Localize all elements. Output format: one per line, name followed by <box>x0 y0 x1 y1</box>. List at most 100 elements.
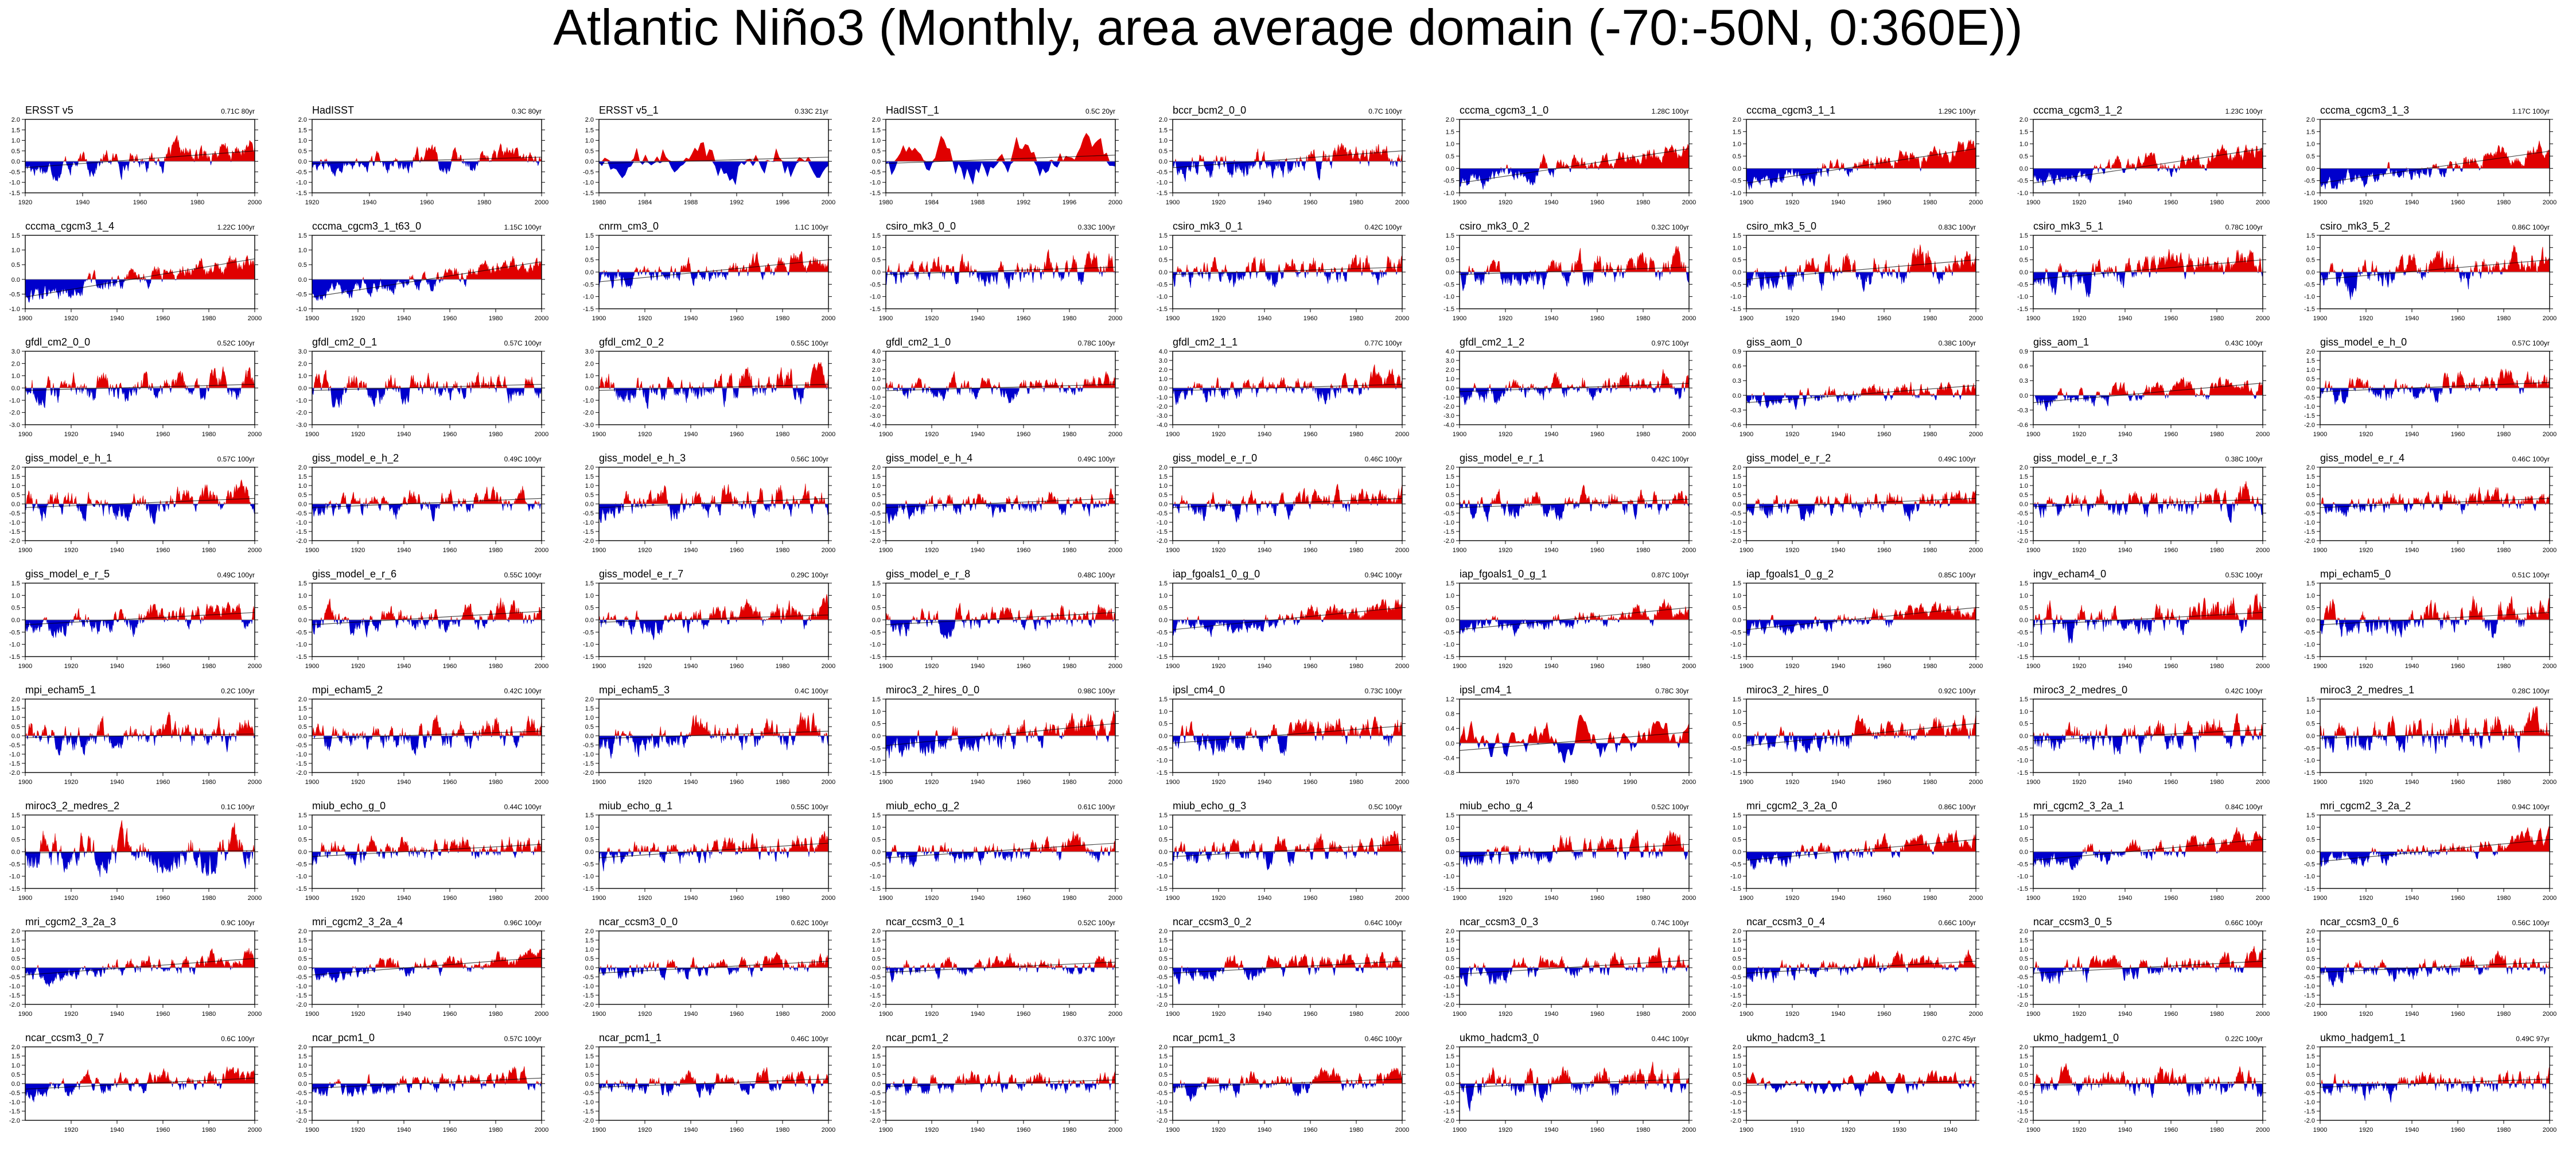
y-tick-label: 0.5 <box>298 492 307 499</box>
x-tick-label: 1992 <box>1017 199 1030 206</box>
y-tick-label: 1.0 <box>1159 376 1168 383</box>
trend-line <box>885 498 1116 508</box>
panel-title: ukmo_hadcm3_0 <box>1460 1032 1539 1044</box>
positive-anomaly-area <box>598 594 829 621</box>
panel-title: HadISST <box>312 104 354 116</box>
y-tick-label: 1.0 <box>298 1062 307 1069</box>
trend-line <box>1459 607 1690 630</box>
x-tick-label: 1920 <box>1499 663 1512 670</box>
y-tick-label: -0.5 <box>9 861 20 868</box>
positive-anomaly-area <box>25 948 255 969</box>
y-tick-label: -1.0 <box>583 642 594 649</box>
x-tick-label: 1960 <box>730 895 744 902</box>
negative-anomaly-area <box>2320 168 2550 190</box>
positive-anomaly-area <box>1746 381 1976 396</box>
x-tick-label: 1920 <box>1212 547 1225 554</box>
negative-anomaly-area <box>2320 503 2550 518</box>
positive-anomaly-area <box>1459 484 1689 505</box>
negative-anomaly-area <box>885 161 1116 185</box>
x-tick-label: 1940 <box>971 779 985 786</box>
panel-title: miub_echo_g_4 <box>1460 800 1533 812</box>
x-tick-label: 1980 <box>489 431 503 438</box>
plot-frame <box>598 119 829 193</box>
y-tick-label: -2.0 <box>583 1002 594 1008</box>
negative-anomaly-area <box>1746 619 1976 636</box>
trend-line <box>598 1078 829 1088</box>
panel-title: giss_model_e_h_2 <box>312 452 399 464</box>
y-tick-label: -2.0 <box>2017 538 2028 545</box>
y-tick-label: -0.5 <box>1157 1090 1168 1097</box>
x-tick-label: 1900 <box>1166 431 1180 438</box>
y-tick-label: 0.0 <box>2019 617 2028 624</box>
y-tick-label: 0.0 <box>2306 849 2315 856</box>
x-tick-label: 1900 <box>1453 663 1466 670</box>
chart-panel: mri_cgcm2_3_2a_2 0.94C 100yr-1.5-1.0-0.50… <box>2304 800 2556 902</box>
x-tick-label: 1980 <box>489 315 503 322</box>
y-tick-label: 0.0 <box>1733 849 1741 856</box>
y-tick-label: -2.0 <box>870 1117 881 1124</box>
y-tick-label: 2.0 <box>11 117 20 123</box>
x-tick-label: 1940 <box>2118 779 2132 786</box>
positive-anomaly-area <box>2320 487 2550 505</box>
y-tick-label: 1.0 <box>1446 244 1454 251</box>
x-tick-label: 1960 <box>1590 1127 1604 1134</box>
x-tick-label: 1940 <box>2405 1127 2419 1134</box>
negative-anomaly-area <box>25 161 255 182</box>
x-tick-label: 2000 <box>1395 895 1409 902</box>
chart-panel: miroc3_2_medres_2 0.1C 100yr-1.5-1.0-0.50… <box>9 800 262 902</box>
y-tick-label: -1.0 <box>1157 758 1168 764</box>
x-tick-label: 1980 <box>2497 431 2511 438</box>
y-tick-label: 0.5 <box>872 605 881 612</box>
y-tick-label: 0.0 <box>1159 385 1168 392</box>
x-tick-label: 1992 <box>730 199 744 206</box>
y-tick-label: -1.5 <box>1730 529 1741 535</box>
y-tick-label: -0.6 <box>2017 422 2028 429</box>
y-tick-label: -0.5 <box>870 169 881 176</box>
y-tick-label: 0.0 <box>1446 269 1454 276</box>
y-tick-label: 2.0 <box>872 117 881 123</box>
y-tick-label: -1.5 <box>9 1108 20 1115</box>
x-tick-label: 2000 <box>2256 663 2270 670</box>
chart-panel: ncar_pcm1_2 0.37C 100yr-2.0-1.5-1.0-0.50.… <box>870 1032 1122 1134</box>
y-tick-label: -1.5 <box>296 760 307 767</box>
y-tick-label: 1.5 <box>1159 580 1168 587</box>
y-tick-label: -0.5 <box>1157 629 1168 636</box>
panel-trend-label: 0.46C 100yr <box>1365 1035 1402 1043</box>
chart-panel: mri_cgcm2_3_2a_0 0.86C 100yr-1.5-1.0-0.50… <box>1730 800 1983 902</box>
x-tick-label: 1920 <box>925 779 939 786</box>
y-tick-label: -0.5 <box>296 169 307 176</box>
panel-title: ERSST v5 <box>25 104 73 116</box>
y-tick-label: 0.0 <box>1446 617 1454 624</box>
y-tick-label: 1.5 <box>298 812 307 819</box>
y-tick-label: -1.0 <box>1730 874 1741 880</box>
y-tick-label: 0.0 <box>1159 501 1168 508</box>
x-tick-label: 1900 <box>1740 199 1753 206</box>
y-tick-label: 0.5 <box>2306 721 2315 728</box>
y-tick-label: -0.5 <box>1157 861 1168 868</box>
negative-anomaly-area <box>25 387 255 409</box>
x-tick-label: 1920 <box>1212 315 1225 322</box>
y-tick-label: 0.0 <box>872 733 881 740</box>
x-tick-label: 2000 <box>1682 779 1696 786</box>
x-tick-label: 1940 <box>110 1011 124 1018</box>
y-tick-label: -0.5 <box>1157 169 1168 176</box>
x-tick-label: 1940 <box>2405 199 2419 206</box>
x-tick-label: 1960 <box>2164 431 2178 438</box>
trend-line <box>312 261 542 298</box>
y-tick-label: 1.5 <box>1446 129 1454 135</box>
y-tick-label: 0.0 <box>1733 733 1741 740</box>
x-tick-label: 1996 <box>1063 199 1076 206</box>
x-tick-label: 2000 <box>1682 547 1696 554</box>
panel-title: bccr_bcm2_0_0 <box>1173 104 1246 117</box>
positive-anomaly-area <box>2320 368 2550 389</box>
y-tick-label: 2.0 <box>1159 367 1168 374</box>
trend-line <box>25 150 255 168</box>
chart-panel: giss_model_e_r_0 0.46C 100yr-2.0-1.5-1.0-… <box>1157 452 1409 554</box>
negative-anomaly-area <box>885 1083 1115 1096</box>
negative-anomaly-area <box>312 279 542 301</box>
y-tick-label: 0.0 <box>2306 733 2315 740</box>
panel-trend-label: 0.52C 100yr <box>1652 803 1689 811</box>
y-tick-label: 1.0 <box>1733 708 1741 715</box>
x-tick-label: 1960 <box>730 779 744 786</box>
y-tick-label: 0.5 <box>11 492 20 499</box>
